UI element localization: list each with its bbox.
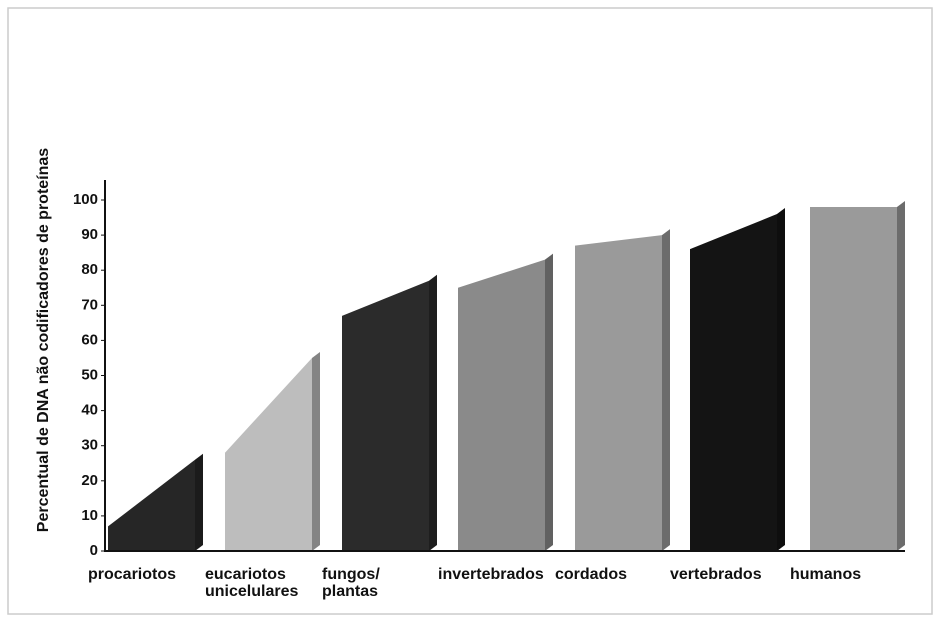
y-axis-label: Percentual de DNA não codificadores de p…	[35, 148, 52, 532]
x-tick-label: invertebrados	[438, 566, 544, 583]
x-tick-label: cordados	[555, 566, 628, 583]
y-tick-label: 90	[81, 226, 98, 243]
y-tick-label: 10	[81, 507, 98, 524]
y-tick-label: 100	[73, 191, 98, 208]
x-tick-label: procariotos	[88, 566, 177, 583]
x-tick-label: humanos	[790, 566, 862, 583]
bar-side	[195, 453, 203, 551]
bar	[342, 280, 429, 551]
bar-side	[662, 229, 670, 551]
bar	[575, 235, 662, 551]
bar	[225, 357, 312, 551]
y-tick-label: 70	[81, 296, 98, 313]
y-tick-label: 40	[81, 402, 98, 419]
bar-side	[545, 253, 553, 552]
y-tick-label: 30	[81, 437, 98, 454]
bar-side	[429, 274, 437, 551]
y-tick-label: 50	[81, 366, 98, 383]
bar	[458, 259, 545, 551]
y-tick-label: 60	[81, 331, 98, 348]
x-tick-label: eucariotos unicelulares	[205, 566, 299, 600]
y-tick-label: 20	[81, 472, 98, 489]
bar	[810, 207, 897, 551]
bar	[108, 459, 195, 551]
bar-side	[777, 208, 785, 552]
x-tick-label: vertebrados	[670, 566, 762, 583]
y-tick-label: 0	[90, 542, 98, 559]
y-tick-label: 80	[81, 261, 98, 278]
x-tick-label: fungos/ plantas	[322, 566, 380, 600]
bar-side	[312, 351, 320, 551]
bar-side	[897, 201, 905, 551]
bar	[690, 214, 777, 552]
